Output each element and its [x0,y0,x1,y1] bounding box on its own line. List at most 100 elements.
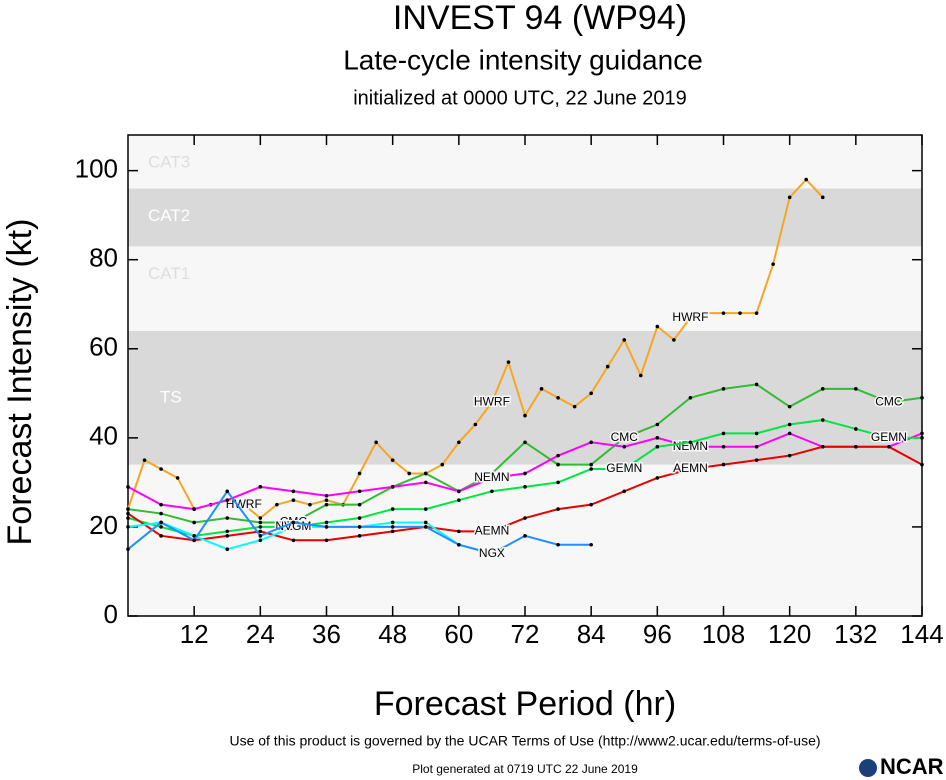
x-tick-label: 108 [702,619,745,649]
data-point [324,538,329,543]
data-point [126,525,130,529]
data-point [572,404,577,409]
data-point [754,444,759,449]
data-point [754,458,759,462]
data-point [738,311,742,315]
x-tick-label: 48 [378,619,407,649]
line-label: CMC [611,430,639,444]
data-point [291,498,296,503]
data-point [688,440,693,445]
init-time: initialized at 0000 UTC, 22 June 2019 [353,87,687,109]
data-point [787,422,792,427]
data-point [804,177,809,182]
data-point [688,467,693,471]
series: AEMN AEMN [126,444,924,543]
data-point [457,542,461,547]
data-point [754,431,759,436]
data-point [721,444,726,449]
line-label: AEMN [475,524,510,538]
data-point [457,489,461,494]
data-point [192,507,196,511]
series: CMCCMCCMC [126,382,924,530]
line-label: HWRF [474,394,510,408]
series: NEMN NEMN [126,431,924,511]
data-point [556,462,560,467]
data-point [705,311,709,315]
series: NVGM [126,518,494,556]
data-point [324,498,329,503]
data-point [192,534,196,538]
data-point [490,489,494,494]
data-point [159,520,163,525]
data-point [225,547,230,551]
data-point [771,262,775,266]
data-point [423,480,428,485]
data-point [523,485,527,489]
data-point [721,462,726,467]
band-label: CAT3 [148,152,190,171]
data-point [275,502,279,507]
data-point [887,400,891,405]
data-point [324,493,329,498]
data-point [324,520,329,525]
data-point [754,311,759,315]
y-tick-label: 100 [75,154,118,184]
y-tick-label: 20 [89,510,118,540]
data-point [539,387,544,391]
data-point [688,395,693,400]
line-label: AEMN [673,461,708,475]
data-point [258,520,263,525]
band-label: CAT1 [148,264,190,283]
data-point [589,440,593,445]
line-label: NGX [479,546,505,560]
data-point [688,444,693,449]
data-point [920,431,924,436]
data-point [241,502,246,507]
data-point [357,502,362,507]
x-tick-label: 84 [577,619,606,649]
data-point [390,525,395,529]
x-tick-label: 24 [246,619,275,649]
data-point [721,387,726,391]
line-label: HWRF [672,310,708,324]
data-point [225,529,230,534]
y-tick-label: 60 [89,332,118,362]
logo: NCAR [880,754,944,779]
data-point [473,422,478,427]
data-point [887,444,891,449]
data-point [622,436,627,440]
data-point [390,458,395,462]
terms-note: Use of this product is governed by the U… [229,733,820,749]
data-point [523,413,527,418]
data-point [854,444,858,449]
data-point [457,529,461,534]
data-point [854,427,858,431]
data-point [390,507,395,511]
data-point [407,471,412,476]
data-point [291,489,296,494]
data-point [291,520,296,525]
data-point [258,534,263,538]
data-point [854,387,858,391]
data-point [490,400,494,405]
data-point [291,525,296,529]
data-point [655,324,660,329]
data-point [490,476,494,480]
data-point [126,507,130,511]
intensity-band [128,330,922,465]
data-point [291,538,296,543]
data-point [423,525,428,529]
data-point [589,391,593,396]
data-point [490,551,494,556]
data-point [324,502,329,507]
data-point [556,453,560,458]
data-point [754,382,759,387]
line-label: NEMN [474,470,509,484]
data-point [820,195,825,200]
data-point [556,507,560,511]
data-point [820,387,825,391]
data-point [655,476,660,480]
data-point [638,373,643,378]
band-label: TS [160,387,182,406]
